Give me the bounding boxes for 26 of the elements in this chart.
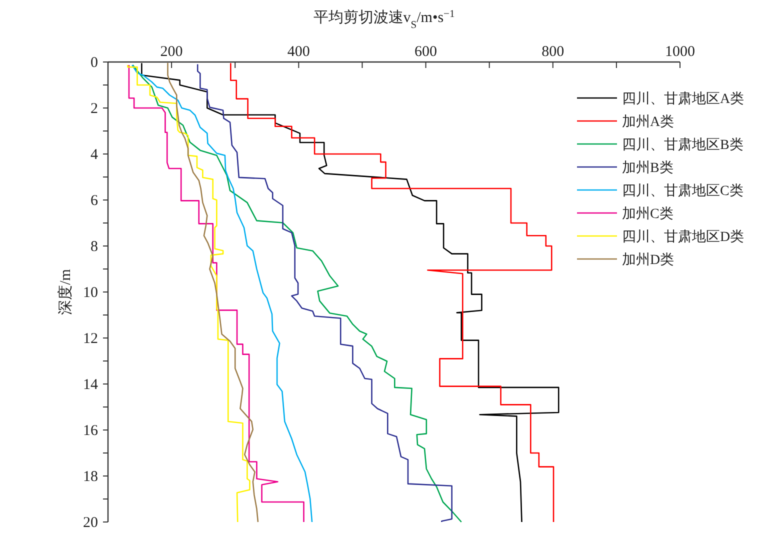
x-tick-label: 1000	[665, 44, 695, 60]
legend-label: 四川、甘肃地区B类	[622, 137, 744, 153]
x-tick-label: 600	[414, 44, 438, 60]
x-tick-label: 400	[287, 44, 310, 60]
y-tick-label: 20	[83, 515, 98, 531]
legend-label: 四川、甘肃地区D类	[622, 229, 744, 245]
y-tick-label: 14	[83, 377, 98, 393]
legend-label: 四川、甘肃地区C类	[622, 183, 744, 199]
y-tick-label: 4	[90, 147, 98, 163]
y-tick-label: 12	[83, 331, 98, 347]
y-tick-label: 16	[83, 423, 98, 439]
x-axis-title: 平均剪切波速v$_{S}$/m•s$^{−1}$	[313, 8, 455, 30]
x-tick-label: 800	[542, 44, 564, 60]
legend-label: 加州D类	[622, 252, 674, 268]
y-tick-label: 0	[90, 55, 98, 71]
y-tick-label: 6	[90, 193, 98, 209]
y-axis-title: 深度/m	[57, 268, 74, 315]
legend-label: 加州B类	[622, 160, 674, 176]
x-tick-label: 200	[160, 44, 183, 60]
y-tick-label: 10	[83, 285, 98, 301]
legend-label: 加州A类	[622, 114, 674, 130]
legend-label: 四川、甘肃地区A类	[622, 91, 744, 107]
y-tick-label: 2	[90, 101, 98, 117]
y-tick-label: 18	[83, 469, 98, 485]
legend-label: 加州C类	[622, 206, 674, 222]
y-tick-label: 8	[90, 239, 98, 255]
